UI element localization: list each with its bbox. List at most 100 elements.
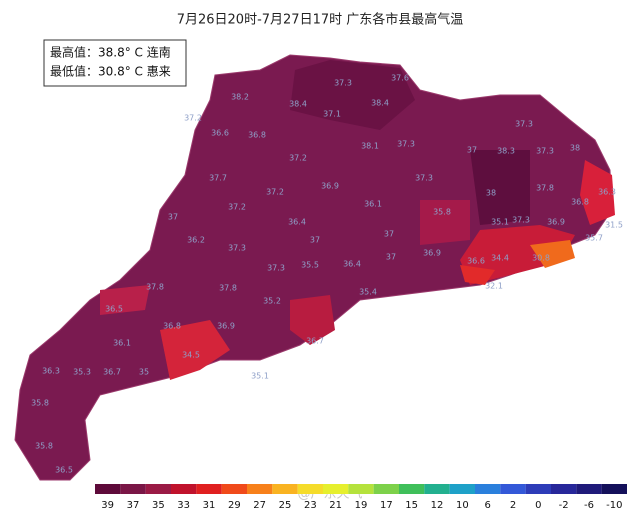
map-label: 36.3 (42, 367, 60, 376)
map-label: 38.1 (361, 142, 379, 151)
map-label: 35.1 (491, 218, 509, 227)
map-label: 35.8 (35, 442, 53, 451)
map-label: 36.8 (571, 198, 589, 207)
map-label: 36.6 (467, 257, 485, 266)
map-label: 37.2 (266, 188, 284, 197)
map-label: 31.5 (605, 221, 623, 230)
colorbar-cell (120, 484, 146, 494)
map-label: 36.7 (306, 337, 324, 346)
map-label: 30.8 (532, 254, 550, 263)
map-label: 38 (570, 144, 580, 153)
colorbar-label: 39 (101, 500, 114, 511)
map-label: 36.9 (321, 182, 339, 191)
colorbar-label: 0 (535, 500, 541, 511)
map-label: 37.3 (334, 79, 352, 88)
colorbar-cell (171, 484, 197, 494)
colorbar-label: 25 (279, 500, 292, 511)
colorbar-cell (196, 484, 222, 494)
map-label: 38.4 (289, 100, 307, 109)
colorbar-cell (221, 484, 247, 494)
colorbar-label: 35 (152, 500, 165, 511)
map-label: 37.8 (146, 283, 164, 292)
map-label: 36.9 (423, 249, 441, 258)
colorbar-cell (323, 484, 349, 494)
map-label: 34.5 (182, 351, 200, 360)
map-label: 37.7 (209, 174, 227, 183)
map-label: 36.1 (364, 200, 382, 209)
map-label: 37.3 (536, 147, 554, 156)
map-label: 36.7 (103, 368, 121, 377)
colorbar-label: 17 (380, 500, 393, 511)
colorbar-label: 21 (329, 500, 342, 511)
map-label: 36.3 (598, 188, 616, 197)
colorbar-label: 33 (177, 500, 190, 511)
map-label: 37 (386, 253, 396, 262)
colorbar-label: 29 (228, 500, 241, 511)
colorbar-label: 6 (484, 500, 490, 511)
map-label: 32.1 (485, 282, 503, 291)
map-label: 38.3 (497, 147, 515, 156)
map-label: 36.1 (113, 339, 131, 348)
map-label: 35.2 (263, 297, 281, 306)
map-label: 35.4 (359, 288, 377, 297)
map-label: 36.8 (163, 322, 181, 331)
map-label: 36.2 (187, 236, 205, 245)
title: 7月26日20时-7月27日17时 广东各市县最高气温 (177, 12, 464, 28)
colorbar-cell (449, 484, 475, 494)
colorbar-cell (475, 484, 501, 494)
map-label: 35 (139, 368, 149, 377)
colorbar-label: 2 (510, 500, 516, 511)
map-label: 37.2 (228, 203, 246, 212)
colorbar-label: -2 (559, 500, 569, 511)
colorbar-cell (601, 484, 627, 494)
colorbar-cell (424, 484, 450, 494)
colorbar-label: 12 (431, 500, 444, 511)
map-label: 37.1 (323, 110, 341, 119)
colorbar-label: 37 (127, 500, 140, 511)
colorbar-cell (576, 484, 602, 494)
info-box (43, 39, 187, 87)
map-label: 37 (467, 146, 477, 155)
map-label: 35.7 (585, 234, 603, 243)
colorbar-label: 31 (203, 500, 216, 511)
map-label: 34.4 (491, 254, 509, 263)
colorbar-label: 15 (405, 500, 418, 511)
colorbar-label: -6 (584, 500, 594, 511)
map-label: 37.3 (228, 244, 246, 253)
map-label: 38 (486, 189, 496, 198)
map-label: 37.3 (267, 264, 285, 273)
map-label: 37.2 (184, 114, 202, 123)
max-info: 最高值：38.8° C 连南 (50, 45, 171, 60)
colorbar-label: 10 (456, 500, 469, 511)
colorbar-cell (551, 484, 577, 494)
map-label: 38.4 (371, 99, 389, 108)
map-label: 37 (384, 230, 394, 239)
map-label: 35.8 (433, 208, 451, 217)
colorbar-cell (525, 484, 551, 494)
map-label: 36.4 (343, 260, 361, 269)
min-info: 最低值：30.8° C 惠来 (50, 64, 171, 79)
map-label: 36.5 (55, 466, 73, 475)
map-label: 35.5 (301, 261, 319, 270)
colorbar-cell (373, 484, 399, 494)
colorbar-label: 27 (253, 500, 266, 511)
map-label: 37 (310, 236, 320, 245)
map-label: 37.8 (219, 284, 237, 293)
colorbar-cell (399, 484, 425, 494)
map-label: 37 (168, 213, 178, 222)
map-label: 36.6 (211, 129, 229, 138)
map-label: 35.1 (251, 372, 269, 381)
colorbar-cell (348, 484, 374, 494)
colorbar-cell (247, 484, 273, 494)
colorbar-label: 19 (355, 500, 368, 511)
map-label: 36.9 (547, 218, 565, 227)
map-label: 37.3 (415, 174, 433, 183)
colorbar-cell (500, 484, 526, 494)
map-label: 36.4 (288, 218, 306, 227)
colorbar-cell (145, 484, 171, 494)
colorbar-cell (95, 484, 121, 494)
map-label: 35.3 (73, 368, 91, 377)
colorbar-cell (297, 484, 323, 494)
